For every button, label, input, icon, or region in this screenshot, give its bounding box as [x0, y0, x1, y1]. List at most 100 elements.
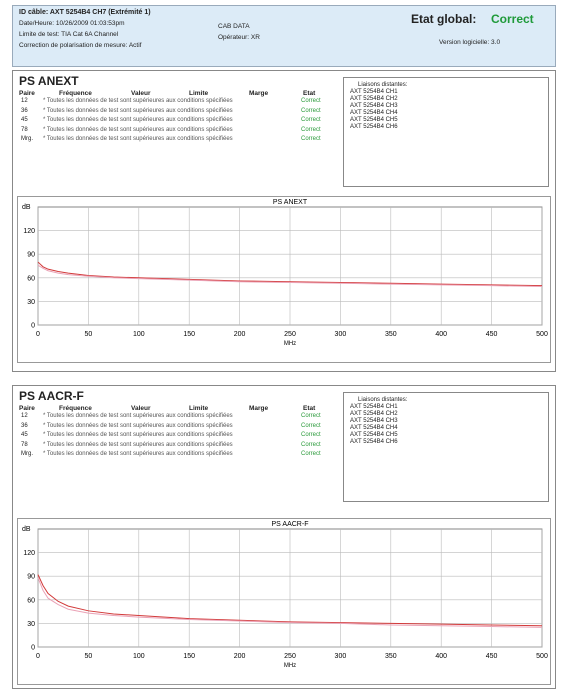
legend-title: Liaisons distantes: [358, 397, 408, 403]
legend-item: AXT 5254B4 CH2 [350, 411, 398, 417]
y-tick-label: 30 [27, 299, 35, 306]
column-header: Fréquence [59, 405, 92, 412]
x-tick-label: 250 [284, 653, 296, 660]
column-header: Limite [189, 405, 209, 412]
legend-item: AXT 5254B4 CH1 [350, 404, 398, 410]
row-status: Correct [301, 98, 321, 104]
column-header: Valeur [131, 405, 151, 412]
x-tick-label: 500 [536, 331, 548, 338]
version: Version logicielle: 3.0 [439, 39, 501, 46]
x-tick-label: 350 [385, 331, 397, 338]
chart: PS ANEXT dB MHz 0 30 60 90 120 0 50 100 150 200 250 30… [22, 199, 548, 347]
legend-item: AXT 5254B4 CH5 [350, 117, 398, 123]
row-note: * Toutes les données de test sont supéri… [43, 98, 233, 104]
y-tick-label: 30 [27, 621, 35, 628]
x-tick-label: 50 [85, 653, 93, 660]
row-status: Correct [301, 413, 321, 419]
y-tick-label: 120 [23, 550, 35, 557]
column-header: Marge [249, 405, 269, 412]
row-status: Correct [301, 432, 321, 438]
header-line: ID câble: AXT 5254B4 CH7 (Extrémité 1) [19, 9, 151, 16]
row-note: * Toutes les données de test sont supéri… [43, 117, 233, 123]
pair: 12 [21, 98, 28, 104]
y-tick-label: 0 [31, 645, 35, 652]
chart-box: PS ANEXT dB MHz 0 30 60 90 120 0 50 100 150 200 250 30… [17, 196, 551, 363]
row-note: * Toutes les données de test sont supéri… [43, 107, 233, 114]
y-tick-label: 60 [27, 275, 35, 282]
column-header: Paire [19, 90, 35, 97]
status-label: Etat global: [411, 12, 477, 26]
legend-box: Liaisons distantes: AXT 5254B4 CH1 AXT 525… [343, 77, 549, 187]
x-tick-label: 150 [183, 653, 195, 660]
legend-box: Liaisons distantes: AXT 5254B4 CH1 AXT 525… [343, 392, 549, 502]
status: Correct [491, 12, 534, 26]
x-tick-label: 0 [36, 331, 40, 338]
y-tick-label: 0 [31, 323, 35, 330]
y-tick-label: 90 [27, 252, 35, 259]
pair: Mrg. [21, 451, 33, 457]
x-tick-label: 50 [85, 331, 93, 338]
x-tick-label: 400 [435, 653, 447, 660]
legend-item: AXT 5254B4 CH4 [350, 425, 398, 431]
header-line: Correction de polarisation de mesure: Ac… [19, 42, 142, 49]
chart-title: PS AACR-F [272, 521, 309, 528]
legend-item: AXT 5254B4 CH4 [350, 110, 398, 116]
pair: 36 [21, 422, 28, 429]
column-header: Limite [189, 90, 209, 97]
pair: 12 [21, 413, 28, 419]
row-note: * Toutes les données de test sont supéri… [43, 451, 233, 457]
pair: 36 [21, 107, 28, 114]
row-note: * Toutes les données de test sont supéri… [43, 126, 233, 133]
row-note: * Toutes les données de test sont supéri… [43, 441, 233, 448]
section: PS AACR-F Paire Fréquence Valeur Limite Marge… [12, 385, 556, 689]
row-status: Correct [301, 126, 321, 133]
header: ID câble: AXT 5254B4 CH7 (Extrémité 1) D… [12, 5, 556, 67]
pair: 45 [21, 432, 28, 438]
legend-item: AXT 5254B4 CH6 [350, 124, 398, 130]
header-line: Limite de test: TIA Cat 6A Channel [19, 31, 119, 38]
row-note: * Toutes les données de test sont supéri… [43, 413, 233, 419]
header-middle: Opérateur: XR [218, 34, 260, 41]
y-axis-label: dB [22, 526, 31, 533]
x-tick-label: 400 [435, 331, 447, 338]
row-note: * Toutes les données de test sont supéri… [43, 136, 233, 142]
series-line [37, 264, 543, 287]
chart-title: PS ANEXT [273, 199, 308, 206]
x-tick-label: 450 [486, 331, 498, 338]
legend-item: AXT 5254B4 CH1 [350, 89, 398, 95]
series-line [37, 574, 543, 627]
row-status: Correct [301, 451, 321, 457]
series-line [37, 577, 543, 628]
y-axis-label: dB [22, 204, 31, 211]
pair: 45 [21, 117, 28, 123]
series-line [37, 261, 543, 287]
x-tick-label: 150 [183, 331, 195, 338]
header-line: Date/Heure: 10/26/2009 01:03:53pm [19, 20, 125, 27]
x-tick-label: 300 [335, 331, 347, 338]
x-tick-label: 200 [234, 653, 246, 660]
x-tick-label: 450 [486, 653, 498, 660]
legend-item: AXT 5254B4 CH2 [350, 96, 398, 102]
x-tick-label: 100 [133, 653, 145, 660]
chart: PS AACR-F dB MHz 0 30 60 90 120 0 50 100 150 200 250 3… [22, 521, 548, 669]
header-middle: CAB DATA [218, 23, 250, 30]
row-note: * Toutes les données de test sont supéri… [43, 422, 233, 429]
y-tick-label: 120 [23, 228, 35, 235]
column-header: Fréquence [59, 90, 92, 97]
row-status: Correct [301, 136, 321, 142]
pair: Mrg. [21, 136, 33, 142]
column-header: Marge [249, 90, 269, 97]
pair: 78 [21, 441, 28, 448]
row-status: Correct [301, 107, 321, 114]
x-tick-label: 200 [234, 331, 246, 338]
y-tick-label: 90 [27, 574, 35, 581]
legend-item: AXT 5254B4 CH6 [350, 439, 398, 445]
x-tick-label: 500 [536, 653, 548, 660]
row-status: Correct [301, 441, 321, 448]
column-header: Paire [19, 405, 35, 412]
column-header: Etat [303, 90, 316, 97]
x-tick-label: 0 [36, 653, 40, 660]
legend-title: Liaisons distantes: [358, 82, 408, 88]
column-header: Etat [303, 405, 316, 412]
